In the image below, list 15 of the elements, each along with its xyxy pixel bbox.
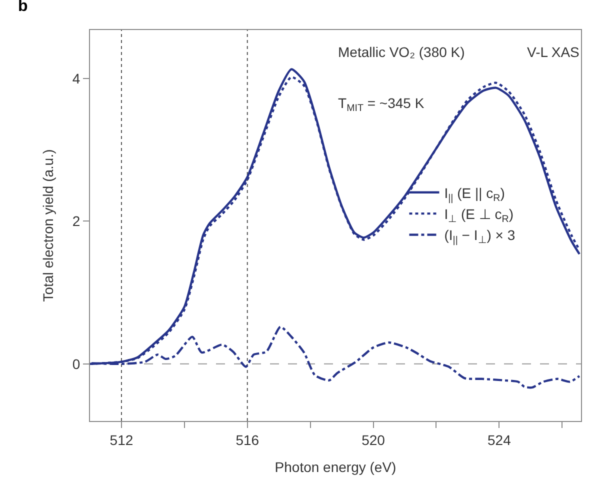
legend-label: I$_{⊥}$ (E ⊥ c$_{R}$) (444, 206, 514, 225)
y-tick-label: 4 (72, 70, 80, 86)
legend-label: (I$_{||}$ − I$_{⊥}$) × 3 (444, 227, 516, 246)
annotation: T$_{MIT}$ = ~345 K (338, 95, 425, 114)
y-tick-label: 2 (72, 213, 80, 230)
x-tick-label: 524 (487, 432, 512, 448)
y-tick-label: 0 (72, 356, 80, 372)
x-tick-label: 520 (362, 432, 386, 448)
x-tick-label: 516 (236, 432, 260, 448)
legend-label: I$_{||}$ (E || c$_{R}$) (444, 184, 505, 204)
y-axis-title: Total electron yield (a.u.) (40, 149, 56, 302)
x-tick-label: 512 (110, 432, 134, 448)
x-axis-title: Photon energy (eV) (274, 459, 396, 476)
annotation: Metallic VO₂ (380 K) (338, 44, 465, 60)
annotation: V-L XAS (527, 44, 580, 60)
